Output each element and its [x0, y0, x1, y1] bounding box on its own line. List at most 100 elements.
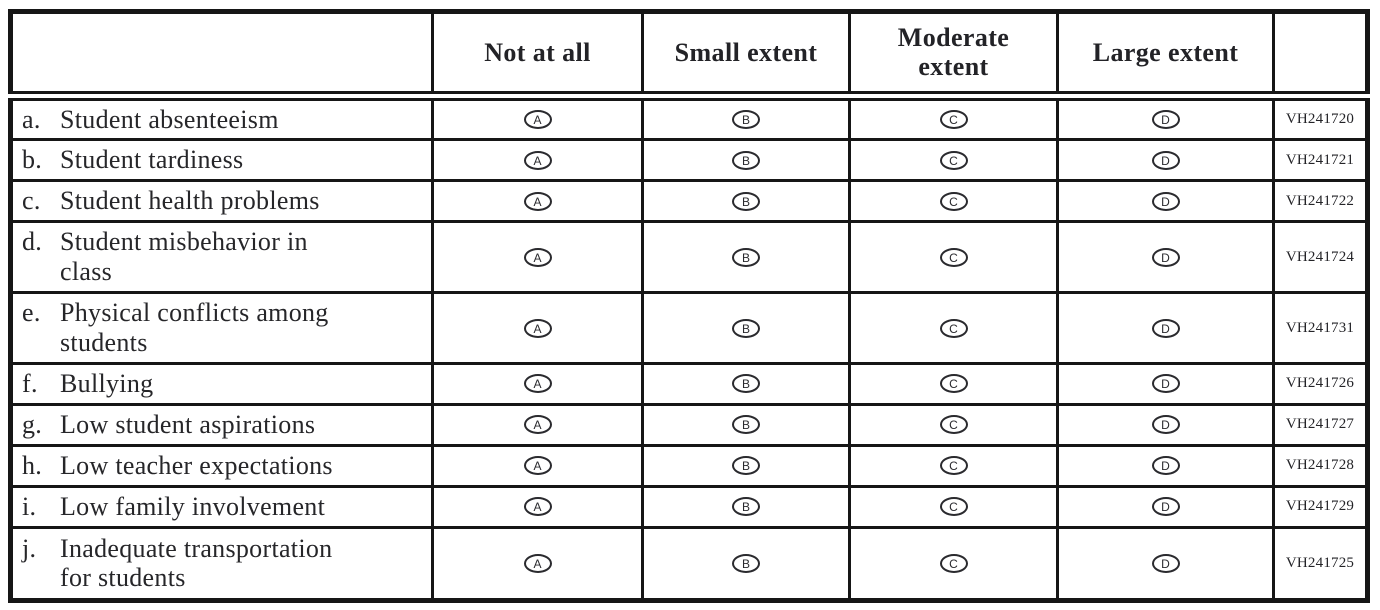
item-letter: f. — [22, 369, 38, 398]
answer-bubble-a[interactable]: A — [523, 553, 552, 573]
table-row-f: f. Bullying A B C D VH241726 — [9, 361, 1369, 406]
answer-bubble-d[interactable]: D — [1151, 415, 1180, 435]
item-letter: h. — [22, 451, 43, 480]
item-text: a. Student absenteeism — [22, 105, 423, 135]
answer-bubble-b[interactable]: B — [732, 415, 760, 435]
answer-bubble-b[interactable]: B — [732, 497, 760, 517]
item-column-spacer — [9, 10, 434, 101]
option-cell-moderate-extent: C — [848, 525, 1059, 602]
option-cell-large-extent: D — [1056, 220, 1275, 295]
answer-bubble-d[interactable]: D — [1151, 109, 1180, 129]
answer-bubble-a[interactable]: A — [523, 318, 552, 338]
item-cell: i. Low family involvement — [9, 484, 434, 529]
answer-bubble-a[interactable]: A — [523, 247, 552, 267]
answer-bubble-b[interactable]: B — [732, 553, 760, 573]
item-text: j. Inadequate transportation for student… — [22, 534, 423, 594]
option-cell-small-extent: B — [641, 525, 851, 602]
answer-bubble-a[interactable]: A — [523, 497, 552, 517]
answer-bubble-b[interactable]: B — [732, 247, 760, 267]
item-code: VH241721 — [1272, 138, 1369, 183]
option-cell-large-extent: D — [1056, 179, 1275, 224]
table-row-d: d. Student misbehavior in class A B C D … — [9, 220, 1369, 295]
item-code: VH241726 — [1272, 361, 1369, 406]
answer-bubble-c[interactable]: C — [939, 247, 968, 267]
answer-bubble-a[interactable]: A — [523, 191, 552, 211]
answer-bubble-d[interactable]: D — [1151, 374, 1180, 394]
option-cell-not-at-all: A — [431, 179, 644, 224]
option-cell-moderate-extent: C — [848, 138, 1059, 183]
item-code: VH241720 — [1272, 93, 1369, 142]
option-cell-small-extent: B — [641, 179, 851, 224]
answer-bubble-c[interactable]: C — [939, 374, 968, 394]
item-cell: h. Low teacher expectations — [9, 443, 434, 488]
answer-bubble-a[interactable]: A — [523, 456, 552, 476]
option-cell-small-extent: B — [641, 361, 851, 406]
item-label: Bullying — [60, 369, 154, 398]
option-cell-not-at-all: A — [431, 220, 644, 295]
item-label: Student misbehavior in class — [60, 227, 308, 287]
answer-bubble-c[interactable]: C — [939, 109, 968, 129]
item-label: Inadequate transportation for students — [60, 533, 333, 593]
item-label: Student tardiness — [60, 145, 244, 175]
item-label: Low teacher expectations — [60, 451, 333, 480]
answer-bubble-b[interactable]: B — [732, 150, 760, 170]
answer-bubble-a[interactable]: A — [523, 374, 552, 394]
item-text: c. Student health problems — [22, 186, 423, 216]
column-header-moderate-extent: Moderate extent — [848, 10, 1059, 101]
answer-bubble-b[interactable]: B — [732, 318, 760, 338]
item-text: g. Low student aspirations — [22, 410, 423, 440]
option-cell-not-at-all: A — [431, 361, 644, 406]
answer-bubble-d[interactable]: D — [1151, 191, 1180, 211]
item-label: Student absenteeism — [60, 104, 279, 134]
table-row-h: h. Low teacher expectations A B C D VH24… — [9, 443, 1369, 488]
item-letter: d. — [22, 227, 43, 257]
answer-bubble-d[interactable]: D — [1151, 456, 1180, 476]
answer-bubble-c[interactable]: C — [939, 415, 968, 435]
item-cell: a. Student absenteeism — [9, 93, 434, 142]
item-cell: f. Bullying — [9, 361, 434, 406]
answer-bubble-b[interactable]: B — [732, 374, 760, 394]
answer-bubble-d[interactable]: D — [1151, 150, 1180, 170]
table-row-c: c. Student health problems A B C D VH241… — [9, 179, 1369, 224]
option-cell-small-extent: B — [641, 220, 851, 295]
option-cell-moderate-extent: C — [848, 93, 1059, 142]
item-text: b. Student tardiness — [22, 145, 423, 175]
option-cell-moderate-extent: C — [848, 220, 1059, 295]
answer-bubble-d[interactable]: D — [1151, 497, 1180, 517]
option-cell-large-extent: D — [1056, 525, 1275, 602]
item-cell: d. Student misbehavior in class — [9, 220, 434, 295]
item-label: Student health problems — [60, 186, 320, 216]
item-text: e. Physical conflicts among students — [22, 298, 423, 358]
column-header-large-extent: Large extent — [1056, 10, 1275, 101]
item-text: h. Low teacher expectations — [22, 451, 423, 481]
answer-bubble-c[interactable]: C — [939, 497, 968, 517]
answer-bubble-d[interactable]: D — [1151, 247, 1180, 267]
item-letter: b. — [22, 145, 43, 175]
item-text: i. Low family involvement — [22, 492, 423, 522]
item-label: Physical conflicts among students — [60, 298, 329, 358]
table-row-e: e. Physical conflicts among students A B… — [9, 291, 1369, 365]
item-cell: g. Low student aspirations — [9, 402, 434, 447]
answer-bubble-b[interactable]: B — [732, 456, 760, 476]
answer-bubble-b[interactable]: B — [732, 191, 760, 211]
option-cell-large-extent: D — [1056, 138, 1275, 183]
option-cell-moderate-extent: C — [848, 484, 1059, 529]
option-cell-large-extent: D — [1056, 402, 1275, 447]
answer-bubble-d[interactable]: D — [1151, 318, 1180, 338]
option-cell-not-at-all: A — [431, 138, 644, 183]
answer-bubble-a[interactable]: A — [523, 150, 552, 170]
answer-bubble-d[interactable]: D — [1151, 553, 1180, 573]
answer-bubble-c[interactable]: C — [939, 191, 968, 211]
item-letter: a. — [22, 104, 41, 134]
code-column-spacer — [1272, 10, 1369, 101]
answer-bubble-b[interactable]: B — [732, 109, 760, 129]
option-cell-not-at-all: A — [431, 93, 644, 142]
option-cell-small-extent: B — [641, 443, 851, 488]
answer-bubble-c[interactable]: C — [939, 318, 968, 338]
answer-bubble-c[interactable]: C — [939, 456, 968, 476]
answer-bubble-c[interactable]: C — [939, 553, 968, 573]
answer-bubble-a[interactable]: A — [523, 415, 552, 435]
answer-bubble-a[interactable]: A — [523, 109, 552, 129]
answer-bubble-c[interactable]: C — [939, 150, 968, 170]
option-cell-large-extent: D — [1056, 443, 1275, 488]
